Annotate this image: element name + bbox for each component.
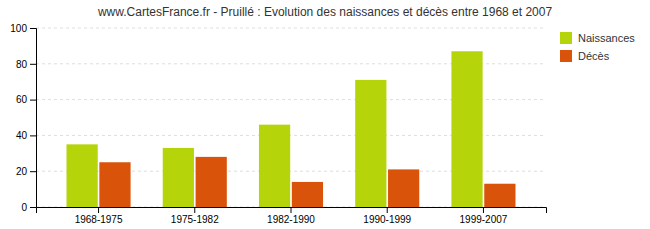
y-tick-mark — [30, 100, 36, 101]
legend-item: Naissances — [560, 32, 635, 44]
y-axis: 0 20 40 60 80 100 — [10, 23, 36, 213]
y-tick-mark — [30, 135, 36, 136]
x-tick: 1982-1990 — [267, 207, 315, 225]
x-tick-mark — [387, 207, 388, 213]
y-tick: 80 — [16, 59, 36, 70]
legend-label: Naissances — [578, 32, 635, 44]
bar — [196, 157, 227, 207]
bar — [484, 184, 515, 207]
bar — [67, 144, 98, 207]
y-tick: 60 — [16, 94, 36, 105]
x-tick-mark — [291, 207, 292, 213]
y-tick: 0 — [21, 202, 36, 213]
legend-label: Décès — [578, 50, 610, 62]
bar — [451, 51, 482, 207]
x-tick: 1968-1975 — [75, 207, 123, 225]
y-tick-label: 60 — [16, 94, 28, 105]
y-tick-label: 40 — [16, 130, 28, 141]
y-axis-line — [30, 29, 37, 208]
grid-line — [36, 28, 546, 29]
bar — [259, 125, 290, 207]
y-tick-mark — [30, 171, 36, 172]
y-tick-label: 0 — [21, 202, 27, 213]
bar — [163, 148, 194, 207]
x-tick-label: 1990-1999 — [363, 214, 411, 225]
bar — [99, 162, 130, 207]
legend: Naissances Décès — [560, 32, 635, 62]
x-axis: 1968-1975 1975-1982 1982-1990 1990-1999 1999… — [37, 207, 547, 225]
legend-swatch — [560, 32, 572, 44]
y-tick-label: 20 — [16, 166, 28, 177]
bar — [292, 182, 323, 207]
x-tick-mark — [194, 207, 195, 213]
y-tick: 40 — [16, 130, 36, 141]
x-tick-label: 1975-1982 — [171, 214, 219, 225]
x-tick-mark — [483, 207, 484, 213]
bars — [67, 51, 516, 207]
title: www.CartesFrance.fr - Pruillé : Evolutio… — [97, 5, 553, 19]
x-tick: 1975-1982 — [171, 207, 219, 225]
bar-series — [67, 51, 483, 207]
x-axis-line — [37, 208, 547, 214]
y-tick-mark — [30, 64, 36, 65]
bar — [388, 169, 419, 207]
x-tick: 1990-1999 — [363, 207, 411, 225]
x-tick-mark — [98, 207, 99, 213]
x-tick-label: 1982-1990 — [267, 214, 315, 225]
y-tick-label: 80 — [16, 59, 28, 70]
y-tick: 100 — [10, 23, 36, 34]
y-tick-mark — [30, 207, 36, 208]
legend-swatch — [560, 50, 572, 62]
legend-item: Décès — [560, 50, 610, 62]
y-tick-label: 100 — [10, 23, 27, 34]
y-tick-mark — [30, 28, 36, 29]
x-tick: 1999-2007 — [460, 207, 508, 225]
bar — [355, 80, 386, 207]
chart-container: 0204060801001968-19751975-19821982-19901… — [0, 0, 650, 229]
plot: 0204060801001968-19751975-19821982-19901… — [10, 23, 546, 225]
x-tick-label: 1999-2007 — [460, 214, 508, 225]
bar-series — [99, 157, 515, 207]
chart-svg: 0204060801001968-19751975-19821982-19901… — [0, 0, 650, 229]
grid — [36, 28, 546, 207]
x-tick-label: 1968-1975 — [75, 214, 123, 225]
y-tick: 20 — [16, 166, 36, 177]
